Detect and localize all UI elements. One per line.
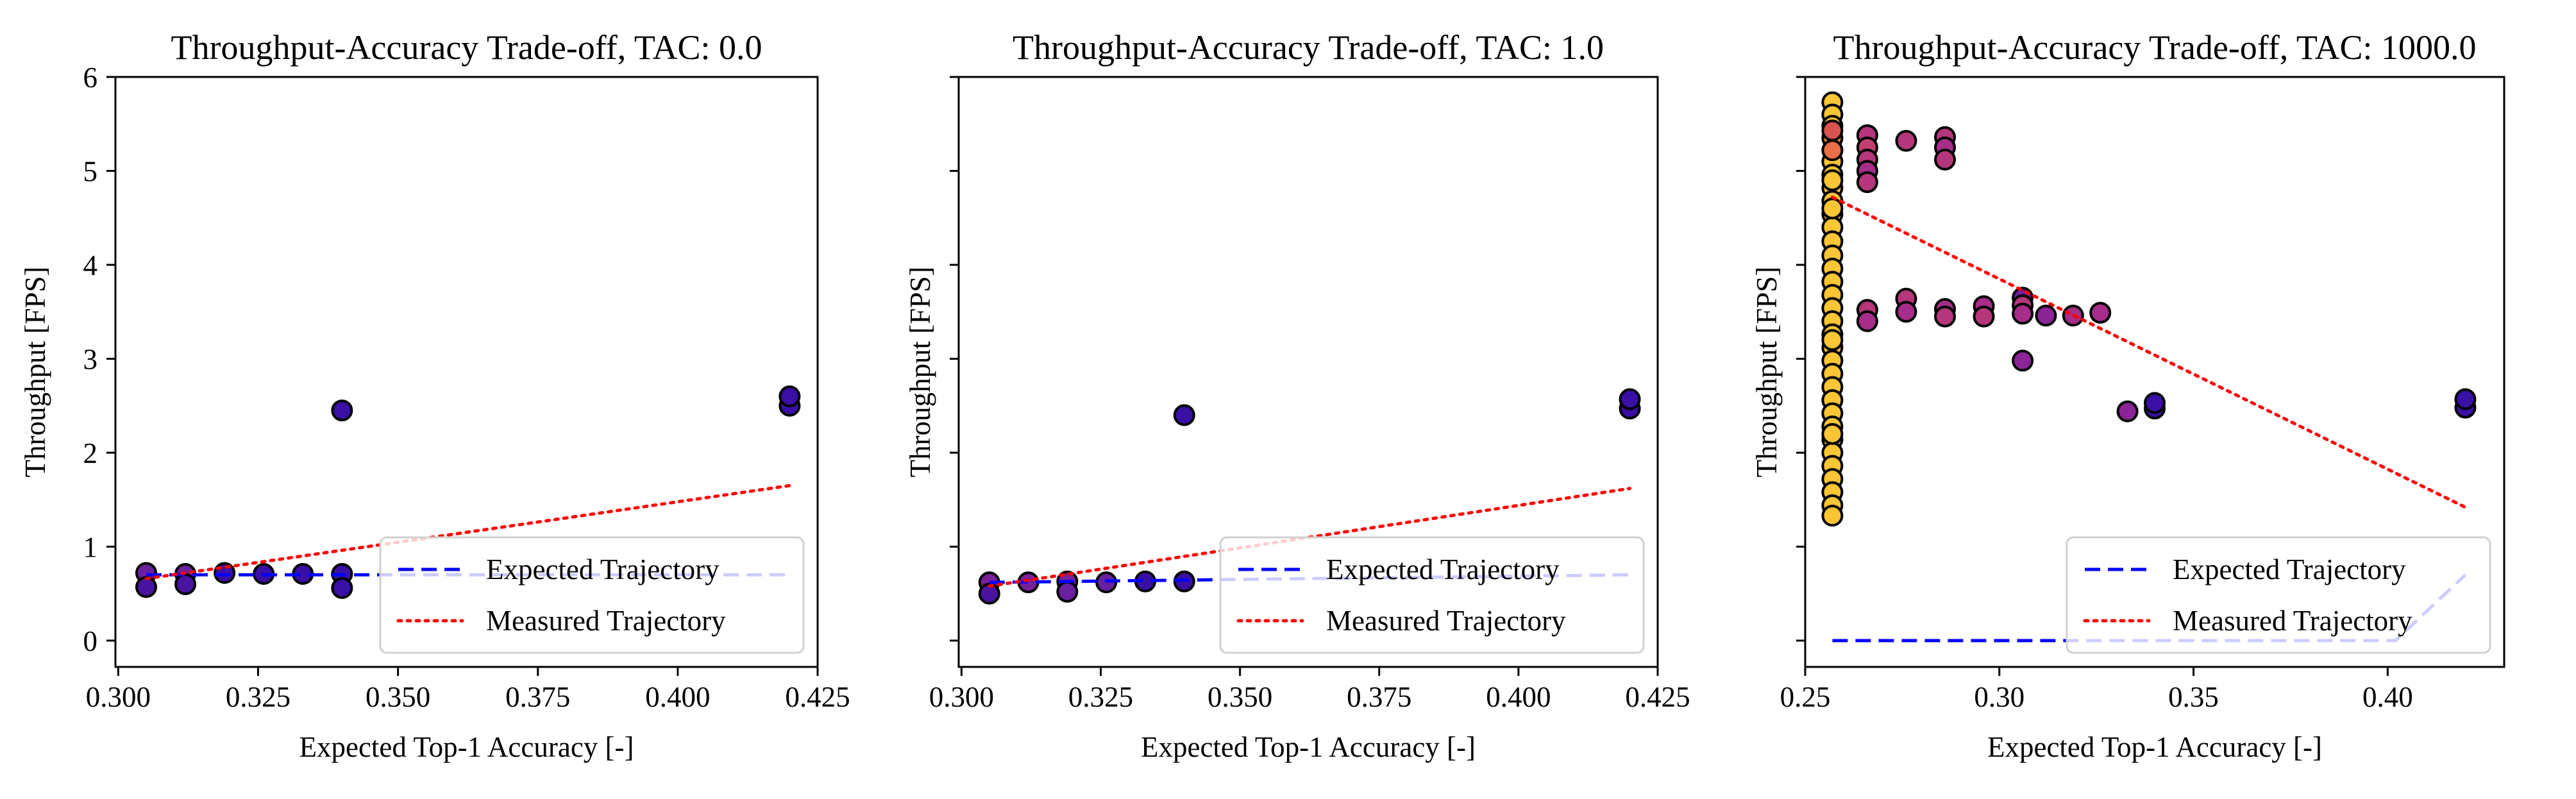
- data-point: [1856, 171, 1878, 194]
- y-axis-label: Throughput [FPS]: [1751, 267, 1783, 478]
- x-tick-label: 0.40: [2362, 681, 2413, 713]
- x-tick-label: 0.25: [1780, 681, 1831, 713]
- y-tick-label: 1: [83, 531, 98, 563]
- data-point: [1821, 169, 1844, 192]
- x-tick-label: 0.35: [2168, 681, 2219, 713]
- legend-label: Expected Trajectory: [1326, 553, 1560, 585]
- data-point: [214, 562, 236, 584]
- x-tick-label: 0.375: [1347, 681, 1411, 713]
- data-point: [2089, 301, 2112, 324]
- data-point: [1821, 119, 1844, 142]
- data-point: [1934, 148, 1956, 171]
- data-point: [2116, 400, 2139, 423]
- x-tick-label: 0.300: [929, 681, 994, 713]
- measured-trajectory-line: [144, 484, 791, 580]
- data-point: [2012, 349, 2034, 372]
- legend-label: Expected Trajectory: [486, 553, 720, 585]
- data-point: [135, 576, 157, 598]
- data-point: [1821, 329, 1844, 351]
- data-point: [2144, 392, 2166, 414]
- legend: Expected Trajectory Measured Trajectory: [2066, 536, 2491, 654]
- y-tick-label: 5: [83, 155, 98, 187]
- legend-box: [1219, 536, 1645, 654]
- legend-box: [2066, 536, 2491, 654]
- x-axis-label: Expected Top-1 Accuracy [-]: [299, 731, 634, 763]
- chart-title: Throughput-Accuracy Trade-off, TAC: 0.0: [171, 28, 762, 67]
- data-point: [1056, 580, 1079, 603]
- x-axis-label: Expected Top-1 Accuracy [-]: [1141, 731, 1476, 763]
- x-tick-label: 0.350: [366, 681, 430, 713]
- data-point: [1821, 505, 1844, 527]
- data-point: [174, 573, 197, 596]
- chart-title: Throughput-Accuracy Trade-off, TAC: 1000…: [1833, 28, 2476, 67]
- data-point: [2454, 388, 2477, 410]
- data-point: [1973, 305, 1995, 328]
- y-tick-label: 6: [83, 62, 98, 94]
- x-tick-label: 0.30: [1974, 681, 2025, 713]
- chart-panel-3: Throughput-Accuracy Trade-off, TAC: 1000…: [1751, 28, 2505, 763]
- legend-box: [379, 536, 805, 654]
- y-tick-label: 0: [83, 625, 98, 657]
- x-tick-label: 0.325: [226, 681, 290, 713]
- data-point: [978, 582, 1000, 605]
- legend-label: Expected Trajectory: [2173, 553, 2406, 585]
- x-tick-label: 0.400: [1486, 681, 1551, 713]
- scatter-points: [978, 388, 1641, 605]
- axes-frame: [957, 76, 1659, 668]
- x-tick-label: 0.400: [645, 681, 710, 713]
- data-point: [1895, 301, 1917, 323]
- scatter-points: [1821, 91, 2477, 527]
- x-tick-label: 0.350: [1208, 681, 1272, 713]
- legend: Expected Trajectory Measured Trajectory: [1219, 536, 1645, 654]
- data-point: [1856, 310, 1878, 332]
- y-axis-label: Throughput [FPS]: [904, 267, 936, 478]
- legend-label: Measured Trajectory: [1326, 605, 1566, 637]
- x-tick-label: 0.325: [1068, 681, 1133, 713]
- data-point: [331, 399, 353, 422]
- x-axis-label: Expected Top-1 Accuracy [-]: [1987, 731, 2322, 763]
- legend-label: Measured Trajectory: [486, 605, 726, 637]
- x-tick-label: 0.300: [86, 681, 151, 713]
- y-tick-label: 3: [83, 343, 98, 375]
- x-tick-label: 0.425: [785, 681, 850, 713]
- y-tick-label: 4: [83, 249, 98, 282]
- data-point: [1173, 404, 1195, 426]
- data-point: [1821, 423, 1844, 445]
- legend: Expected Trajectory Measured Trajectory: [379, 536, 805, 654]
- data-point: [2035, 305, 2057, 327]
- y-axis-label: Throughput [FPS]: [19, 267, 51, 478]
- data-point: [779, 385, 801, 408]
- scatter-points: [135, 385, 801, 599]
- chart-panel-1: Throughput-Accuracy Trade-off, TAC: 0.0 0…: [19, 28, 850, 763]
- chart-title: Throughput-Accuracy Trade-off, TAC: 1.0: [1013, 28, 1604, 67]
- data-point: [331, 576, 353, 599]
- chart-panel-2: Throughput-Accuracy Trade-off, TAC: 1.0 0…: [904, 28, 1690, 763]
- data-point: [1821, 139, 1844, 162]
- axes-frame: [114, 76, 819, 668]
- data-point: [2012, 303, 2034, 325]
- axes-frame: [1804, 76, 2505, 668]
- data-point: [1895, 130, 1917, 152]
- x-tick-label: 0.425: [1625, 681, 1690, 713]
- data-point: [1934, 305, 1956, 328]
- x-tick-label: 0.375: [505, 681, 570, 713]
- y-tick-label: 2: [83, 437, 98, 469]
- legend-label: Measured Trajectory: [2173, 605, 2412, 637]
- measured-trajectory-line: [1830, 196, 2467, 509]
- data-point: [1619, 388, 1641, 410]
